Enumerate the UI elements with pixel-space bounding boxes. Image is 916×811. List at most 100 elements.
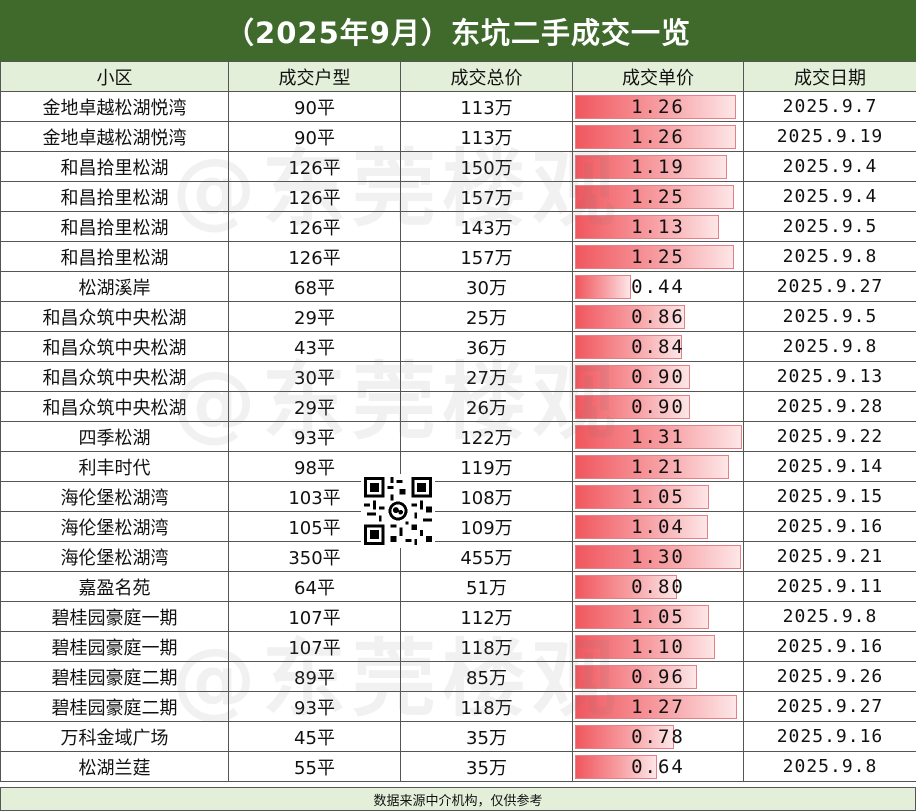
total-price-cell: 150万 (400, 151, 573, 182)
community-cell: 松湖兰莛 (0, 751, 229, 782)
table-row: 和昌拾里松湖 126平 150万 1.19 2025.9.4 (0, 151, 916, 182)
size-cell: 68平 (228, 271, 401, 302)
date-cell: 2025.9.27 (743, 271, 916, 302)
unit-price-data-bar (575, 485, 709, 509)
table-row: 和昌拾里松湖 126平 157万 1.25 2025.9.8 (0, 241, 916, 272)
date-cell: 2025.9.8 (743, 331, 916, 362)
unit-price-data-bar (575, 695, 737, 719)
date-cell-text: 2025.9.19 (776, 126, 884, 147)
unit-price-text: 1.04 (631, 515, 685, 538)
unit-price-text: 0.44 (631, 275, 685, 298)
unit-price-cell: 1.21 (572, 451, 744, 482)
date-cell: 2025.9.8 (743, 601, 916, 632)
unit-price-text: 0.90 (631, 365, 685, 388)
unit-price-text: 1.13 (631, 215, 685, 238)
total-price-cell: 113万 (400, 91, 573, 122)
unit-price-cell: 0.96 (572, 661, 744, 692)
unit-price-data-bar (575, 185, 734, 209)
size-cell: 107平 (228, 631, 401, 662)
date-cell-text: 2025.9.8 (782, 606, 878, 627)
unit-price-text: 1.26 (631, 95, 685, 118)
unit-price-data-bar (575, 155, 727, 179)
date-cell-text: 2025.9.16 (776, 516, 884, 537)
unit-price-cell: 0.78 (572, 721, 744, 752)
total-price-cell: 112万 (400, 601, 573, 632)
page-title: （2025年9月）东坑二手成交一览 (0, 0, 916, 61)
total-price-cell: 51万 (400, 571, 573, 602)
community-cell: 和昌众筑中央松湖 (0, 331, 229, 362)
unit-price-text: 1.25 (631, 185, 685, 208)
unit-price-data-bar (575, 515, 708, 539)
table-row: 和昌众筑中央松湖 43平 36万 0.84 2025.9.8 (0, 331, 916, 362)
header-community: 小区 (0, 61, 229, 92)
table-row: 金地卓越松湖悦湾 90平 113万 1.26 2025.9.19 (0, 121, 916, 152)
unit-price-data-bar (575, 275, 631, 299)
unit-price-cell: 1.26 (572, 121, 744, 152)
size-cell: 30平 (228, 361, 401, 392)
unit-price-data-bar (575, 305, 685, 329)
community-cell: 碧桂园豪庭二期 (0, 691, 229, 722)
community-cell: 和昌众筑中央松湖 (0, 301, 229, 332)
transactions-table: 小区 成交户型 成交总价 成交单价 成交日期 金地卓越松湖悦湾 90平 113万 1.… (0, 61, 916, 782)
date-cell-text: 2025.9.22 (776, 426, 884, 447)
community-cell: 嘉盈名苑 (0, 571, 229, 602)
community-cell: 海伦堡松湖湾 (0, 511, 229, 542)
unit-price-data-bar (575, 425, 742, 449)
unit-price-data-bar (575, 725, 674, 749)
unit-price-text: 1.21 (631, 455, 685, 478)
size-cell: 126平 (228, 211, 401, 242)
qr-code-icon (361, 474, 435, 548)
unit-price-text: 0.90 (631, 395, 685, 418)
total-price-cell: 143万 (400, 211, 573, 242)
header-date: 成交日期 (743, 61, 916, 92)
total-price-cell: 122万 (400, 421, 573, 452)
unit-price-data-bar (575, 95, 736, 119)
table-row: 和昌拾里松湖 126平 143万 1.13 2025.9.5 (0, 211, 916, 242)
total-price-cell: 157万 (400, 181, 573, 212)
community-cell: 和昌拾里松湖 (0, 181, 229, 212)
table-row: 海伦堡松湖湾 350平 455万 1.30 2025.9.21 (0, 541, 916, 572)
total-price-cell: 119万 (400, 451, 573, 482)
date-cell: 2025.9.7 (743, 91, 916, 122)
date-cell-text: 2025.9.15 (776, 486, 884, 507)
community-cell: 海伦堡松湖湾 (0, 541, 229, 572)
date-cell: 2025.9.13 (743, 361, 916, 392)
unit-price-cell: 0.44 (572, 271, 744, 302)
unit-price-cell: 1.25 (572, 241, 744, 272)
date-cell-text: 2025.9.26 (776, 666, 884, 687)
date-cell: 2025.9.26 (743, 661, 916, 692)
unit-price-text: 1.10 (631, 635, 685, 658)
table-row: 金地卓越松湖悦湾 90平 113万 1.26 2025.9.7 (0, 91, 916, 122)
unit-price-text: 1.30 (631, 545, 685, 568)
size-cell: 90平 (228, 121, 401, 152)
unit-price-data-bar (575, 455, 729, 479)
table-row: 四季松湖 93平 122万 1.31 2025.9.22 (0, 421, 916, 452)
unit-price-cell: 1.10 (572, 631, 744, 662)
date-cell-text: 2025.9.14 (776, 456, 884, 477)
unit-price-cell: 0.86 (572, 301, 744, 332)
unit-price-data-bar (575, 605, 709, 629)
unit-price-data-bar (575, 395, 690, 419)
community-cell: 金地卓越松湖悦湾 (0, 121, 229, 152)
date-cell: 2025.9.15 (743, 481, 916, 512)
unit-price-cell: 1.04 (572, 511, 744, 542)
total-price-cell: 157万 (400, 241, 573, 272)
table-row: 和昌众筑中央松湖 29平 26万 0.90 2025.9.28 (0, 391, 916, 422)
unit-price-cell: 0.84 (572, 331, 744, 362)
date-cell: 2025.9.27 (743, 691, 916, 722)
unit-price-cell: 0.64 (572, 751, 744, 782)
unit-price-cell: 1.27 (572, 691, 744, 722)
date-cell-text: 2025.9.4 (782, 186, 878, 207)
size-cell: 93平 (228, 691, 401, 722)
date-cell: 2025.9.16 (743, 721, 916, 752)
date-cell-text: 2025.9.16 (776, 636, 884, 657)
unit-price-data-bar (575, 665, 697, 689)
unit-price-cell: 1.30 (572, 541, 744, 572)
total-price-cell: 118万 (400, 631, 573, 662)
unit-price-data-bar (575, 635, 715, 659)
table-row: 碧桂园豪庭一期 107平 112万 1.05 2025.9.8 (0, 601, 916, 632)
unit-price-text: 1.25 (631, 245, 685, 268)
date-cell: 2025.9.5 (743, 211, 916, 242)
table-row: 利丰时代 98平 119万 1.21 2025.9.14 (0, 451, 916, 482)
community-cell: 利丰时代 (0, 451, 229, 482)
